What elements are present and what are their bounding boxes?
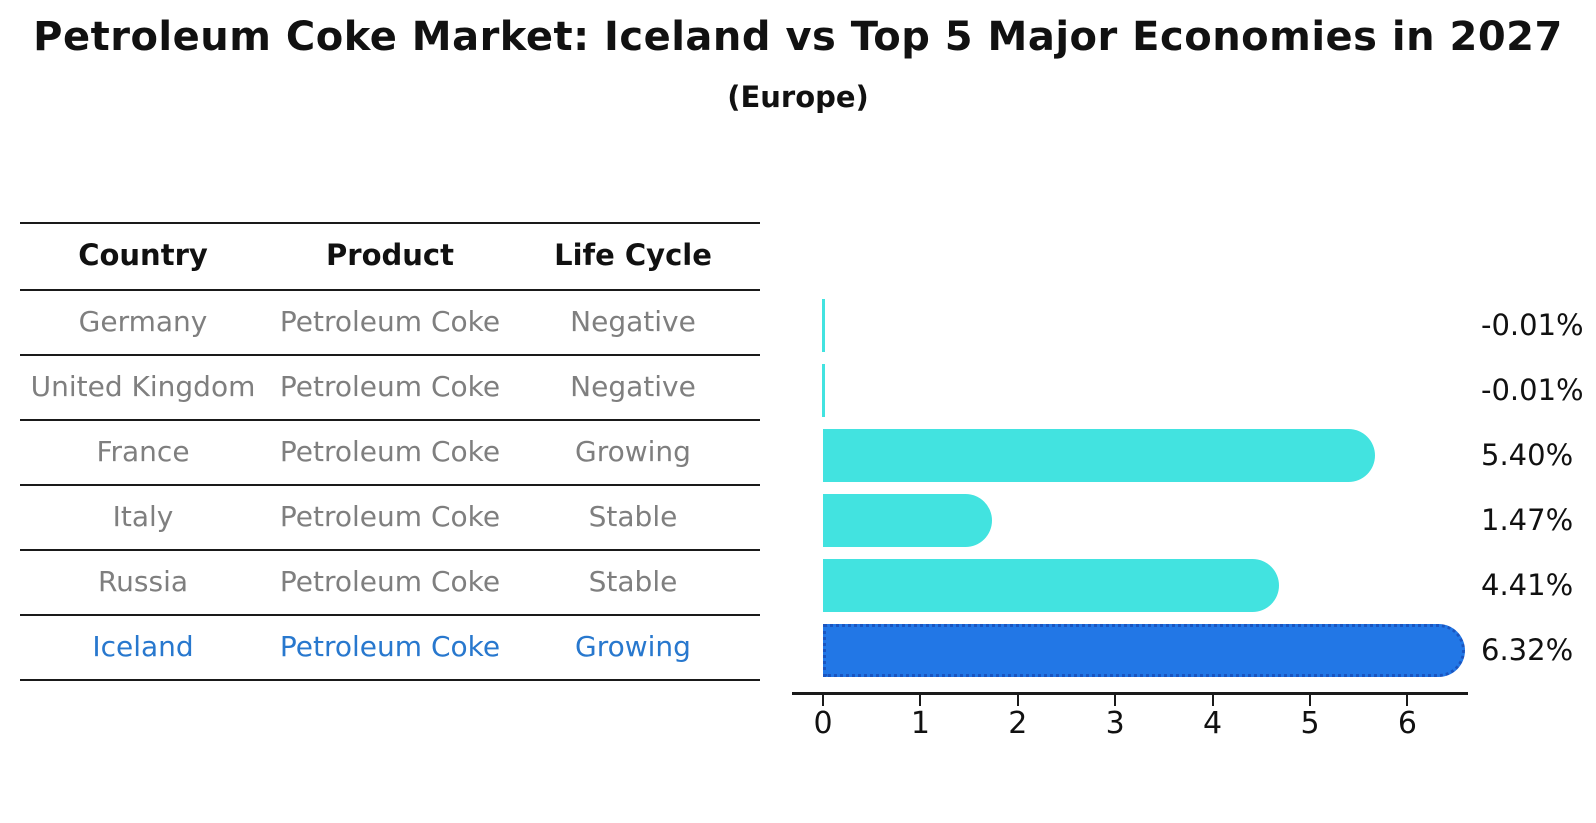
table-row-iceland-cell-product: Petroleum Coke: [279, 629, 501, 663]
bar-germany: [822, 298, 825, 352]
bar-russia: [823, 558, 1279, 612]
bar-italy: [823, 493, 993, 547]
table-row-germany-cell-lifecycle: Negative: [570, 304, 696, 338]
x-tick-label-5: 5: [1300, 706, 1320, 741]
table-row-italy-cell-product: Petroleum Coke: [279, 499, 501, 533]
table-row-italy-cell-lifecycle: Stable: [588, 499, 678, 533]
table-rule-0: [20, 222, 760, 224]
x-tick-0: [822, 695, 824, 706]
x-tick-3: [1114, 695, 1117, 706]
table-row-france-cell-lifecycle: Growing: [575, 434, 691, 468]
page-subtitle: (Europe): [727, 80, 869, 114]
table-rule-1: [20, 289, 760, 291]
table-rule-5: [20, 549, 760, 551]
x-tick-label-6: 6: [1397, 706, 1417, 741]
table-rule-4: [20, 484, 760, 486]
table-row-germany-cell-product: Petroleum Coke: [279, 304, 501, 338]
table-row-germany-cell-country: Germany: [78, 304, 208, 338]
table-row-united-kingdom-cell-country: United Kingdom: [30, 369, 256, 403]
x-axis-line: [792, 692, 1468, 695]
bar-united-kingdom: [822, 363, 825, 417]
value-label-united-kingdom: -0.01%: [1481, 373, 1584, 407]
table-row-iceland-cell-lifecycle: Growing: [575, 629, 691, 663]
value-label-russia: 4.41%: [1481, 568, 1574, 602]
x-tick-label-0: 0: [813, 706, 833, 741]
x-tick-1: [919, 695, 922, 706]
table-rule-2: [20, 354, 760, 356]
table-rule-6: [20, 614, 760, 616]
x-tick-6: [1406, 695, 1409, 706]
table-header-lifecycle: Life Cycle: [554, 238, 712, 272]
x-tick-4: [1211, 695, 1214, 706]
value-label-germany: -0.01%: [1481, 308, 1584, 342]
page-title: Petroleum Coke Market: Iceland vs Top 5 …: [33, 14, 1563, 60]
table-row-united-kingdom-cell-product: Petroleum Coke: [279, 369, 501, 403]
x-tick-2: [1016, 695, 1019, 706]
bar-france: [823, 428, 1375, 482]
bar-iceland: [823, 623, 1465, 677]
x-tick-label-1: 1: [910, 706, 930, 741]
table-row-united-kingdom-cell-lifecycle: Negative: [570, 369, 696, 403]
table-rule-3: [20, 419, 760, 421]
x-tick-5: [1309, 695, 1311, 706]
x-tick-label-3: 3: [1105, 706, 1125, 741]
table-rule-7: [20, 679, 760, 681]
x-tick-label-2: 2: [1008, 706, 1028, 741]
table-row-france-cell-country: France: [96, 434, 190, 468]
value-label-iceland: 6.32%: [1481, 633, 1574, 667]
x-tick-label-4: 4: [1203, 706, 1223, 741]
table-row-russia-cell-product: Petroleum Coke: [279, 564, 501, 598]
table-row-russia-cell-country: Russia: [97, 564, 189, 598]
table-row-russia-cell-lifecycle: Stable: [588, 564, 678, 598]
table-row-france-cell-product: Petroleum Coke: [279, 434, 501, 468]
table-row-iceland-cell-country: Iceland: [92, 629, 194, 663]
table-header-country: Country: [78, 238, 208, 272]
value-label-france: 5.40%: [1481, 438, 1574, 472]
table-row-italy-cell-country: Italy: [112, 499, 174, 533]
value-label-italy: 1.47%: [1481, 503, 1574, 537]
table-header-product: Product: [326, 238, 454, 272]
